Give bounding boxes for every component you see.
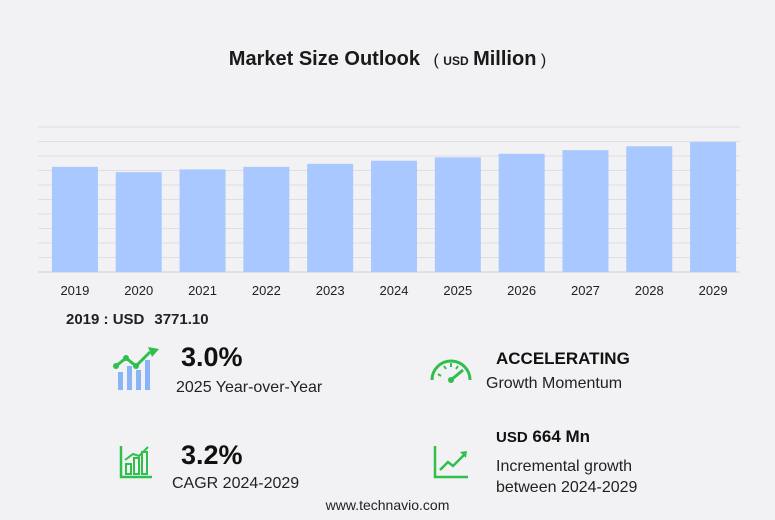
bar-2026 (498, 153, 545, 272)
bar-2029 (690, 142, 737, 272)
x-tick-2024: 2024 (380, 283, 409, 298)
chart-bars (51, 142, 737, 272)
title-main: Market Size Outlook (228, 48, 420, 70)
incremental-value: USD 664 Mn (496, 427, 591, 446)
x-tick-2026: 2026 (507, 283, 536, 298)
bar-chart: 2019 2020 2021 2022 2023 2024 2025 2026 2027 2028… (38, 126, 740, 298)
title-unit: ( USD Million ) (433, 48, 547, 70)
momentum-label: Growth Momentum (486, 375, 623, 392)
bar-chart-icon (119, 446, 152, 479)
growth-chart-icon (113, 347, 159, 390)
incremental-label-line2: between 2024-2029 (496, 479, 638, 496)
x-tick-2020: 2020 (124, 283, 153, 298)
trend-line-icon (433, 446, 468, 479)
x-tick-2023: 2023 (316, 283, 345, 298)
bar-2023 (307, 163, 354, 272)
cagr-value: 3.2% (181, 440, 243, 470)
x-tick-2029: 2029 (699, 283, 728, 298)
incremental-label-line1: Incremental growth (496, 458, 633, 475)
x-tick-2019: 2019 (60, 283, 89, 298)
x-tick-2021: 2021 (188, 283, 217, 298)
speedometer-icon (430, 359, 472, 383)
x-tick-2025: 2025 (443, 283, 472, 298)
yoy-label: 2025 Year-over-Year (176, 379, 323, 396)
footer-url: www.technavio.com (325, 497, 450, 513)
x-tick-2022: 2022 (252, 283, 281, 298)
bar-2024 (371, 160, 417, 272)
cagr-label: CAGR 2024-2029 (172, 475, 300, 492)
bar-2027 (562, 150, 609, 272)
chart-x-ticks: 2019 2020 2021 2022 2023 2024 2025 2026 2027 2028… (60, 283, 727, 298)
momentum-value: ACCELERATING (496, 349, 630, 368)
base-year-value: 2019 : USD 3771.10 (66, 311, 209, 328)
bar-2021 (179, 169, 226, 272)
bar-2022 (243, 166, 290, 272)
yoy-value: 3.0% (181, 342, 243, 372)
chart-title: Market Size Outlook ( USD Million ) (0, 48, 775, 71)
bar-2019 (51, 166, 98, 272)
bar-2028 (626, 146, 673, 272)
bar-2020 (115, 172, 162, 272)
x-tick-2028: 2028 (635, 283, 664, 298)
unit-scale: Million (473, 48, 537, 70)
unit-currency: USD (443, 54, 469, 68)
bar-2025 (434, 157, 481, 272)
x-tick-2027: 2027 (571, 283, 600, 298)
